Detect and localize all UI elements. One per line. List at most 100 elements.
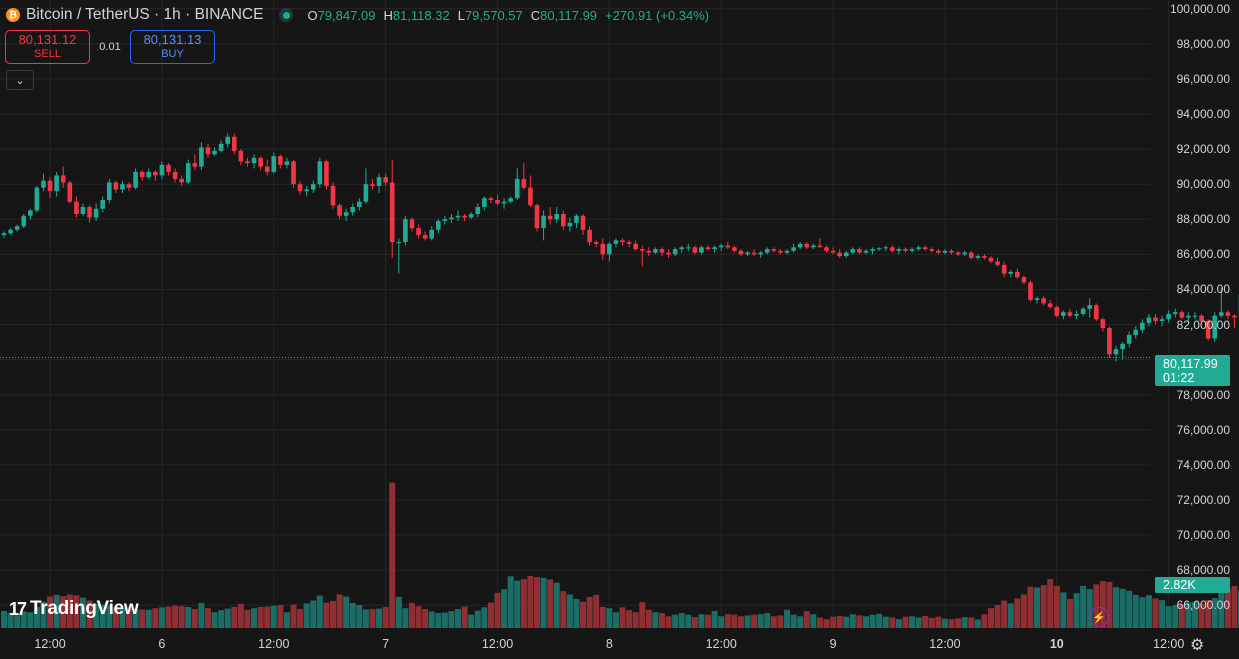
volume-bar <box>132 608 139 628</box>
candle-body <box>791 247 796 251</box>
volume-bar <box>1086 589 1093 628</box>
candle-body <box>185 163 191 183</box>
symbol-title[interactable]: Bitcoin / TetherUS · 1h · BINANCE <box>26 6 264 23</box>
candle-body <box>508 198 513 202</box>
candle-body <box>857 249 862 253</box>
low-value: 79,570.57 <box>464 7 523 23</box>
candle-body <box>501 201 507 204</box>
candle-body <box>692 247 698 253</box>
candle-body <box>172 171 178 179</box>
collapse-button[interactable]: ⌄ <box>6 70 34 90</box>
candle-body <box>686 247 691 249</box>
candle-body <box>1080 308 1086 314</box>
volume-bar <box>856 615 863 628</box>
price-tick-label: 96,000.00 <box>1176 71 1230 86</box>
close-label: C <box>530 7 541 23</box>
volume-bar <box>915 617 922 628</box>
candle-body <box>1186 315 1191 318</box>
candle-body <box>232 136 237 151</box>
volume-bar <box>830 616 837 628</box>
candle-body <box>1107 328 1112 355</box>
volume-bar <box>836 615 843 628</box>
tradingview-logo-text: TradingView <box>30 598 139 619</box>
volume-bar <box>290 604 297 628</box>
price-tick-label: 74,000.00 <box>1176 457 1230 472</box>
market-status-icon[interactable] <box>279 8 294 22</box>
candle-body <box>337 205 342 216</box>
high-label: H <box>383 7 393 23</box>
volume-bar <box>435 613 442 628</box>
candle-body <box>442 219 448 222</box>
candle-body <box>251 157 257 164</box>
candle-body <box>1034 298 1040 300</box>
candle-body <box>837 252 842 257</box>
volume-bar <box>948 619 955 628</box>
candle-body <box>1054 306 1060 316</box>
volume-bar <box>599 606 606 628</box>
gear-icon[interactable]: ⚙ <box>1190 637 1205 654</box>
volume-bar <box>40 601 47 628</box>
time-tick-label: 12:00 <box>481 637 514 651</box>
volume-bar <box>1205 600 1212 628</box>
candle-body <box>876 248 882 250</box>
tradingview-logo[interactable]: 17 TradingView <box>9 598 139 620</box>
volume-bar <box>580 601 587 628</box>
sell-label: SELL <box>34 48 61 60</box>
volume-bar <box>218 610 225 628</box>
volume-bar <box>553 582 560 628</box>
volume-bar <box>988 608 994 628</box>
volume-bar <box>402 608 409 628</box>
candle-body <box>843 252 849 257</box>
volume-bar <box>501 589 508 628</box>
candle-body <box>620 240 625 243</box>
candle-body <box>738 250 744 255</box>
volume-bar <box>1106 581 1113 628</box>
volume-bar <box>547 579 554 628</box>
volume-bar <box>672 614 679 628</box>
volume-bar <box>816 617 823 628</box>
candle-body <box>528 187 533 206</box>
volume-bar <box>1007 603 1014 628</box>
volume-bar <box>20 611 27 628</box>
volume-bar <box>1185 602 1192 628</box>
candle-body <box>633 243 638 250</box>
candle-body <box>712 247 717 250</box>
volume-bar <box>803 611 810 628</box>
candle-body <box>909 249 915 251</box>
volume-bar <box>724 614 731 628</box>
candle-body <box>67 182 73 202</box>
candle-body <box>100 199 105 209</box>
volume-bar <box>270 605 277 628</box>
candle-body <box>146 171 152 178</box>
candle-body <box>192 163 198 167</box>
volume-bar <box>27 612 34 628</box>
volume-bar <box>895 619 902 628</box>
candle-body <box>179 178 184 183</box>
low-label: L <box>457 7 465 23</box>
candle-body <box>1166 314 1171 320</box>
volume-bar <box>73 595 80 628</box>
candle-body <box>778 250 783 253</box>
candle-body <box>1120 343 1125 350</box>
candle-body <box>514 178 520 199</box>
volume-bar <box>1073 593 1080 628</box>
volume-bar <box>1224 588 1231 628</box>
volume-bar <box>507 576 514 628</box>
volume-bar <box>1165 606 1172 628</box>
volume-bar <box>1211 598 1218 628</box>
candle-body <box>435 221 441 230</box>
buy-button[interactable]: 80,131.13 BUY <box>130 30 215 64</box>
candle-body <box>541 215 546 229</box>
candle-body <box>159 164 165 176</box>
price-tick-label: 70,000.00 <box>1176 528 1230 543</box>
candle-body <box>1133 329 1139 336</box>
volume-bar <box>185 606 192 628</box>
sell-button[interactable]: 80,131.12 SELL <box>5 30 90 64</box>
volume-bar <box>566 594 573 628</box>
volume-bar <box>1001 600 1008 628</box>
candle-body <box>850 249 856 253</box>
volume-bar <box>369 609 376 628</box>
candle-body <box>659 249 665 253</box>
lightning-icon[interactable]: ⚡ <box>1089 607 1109 627</box>
